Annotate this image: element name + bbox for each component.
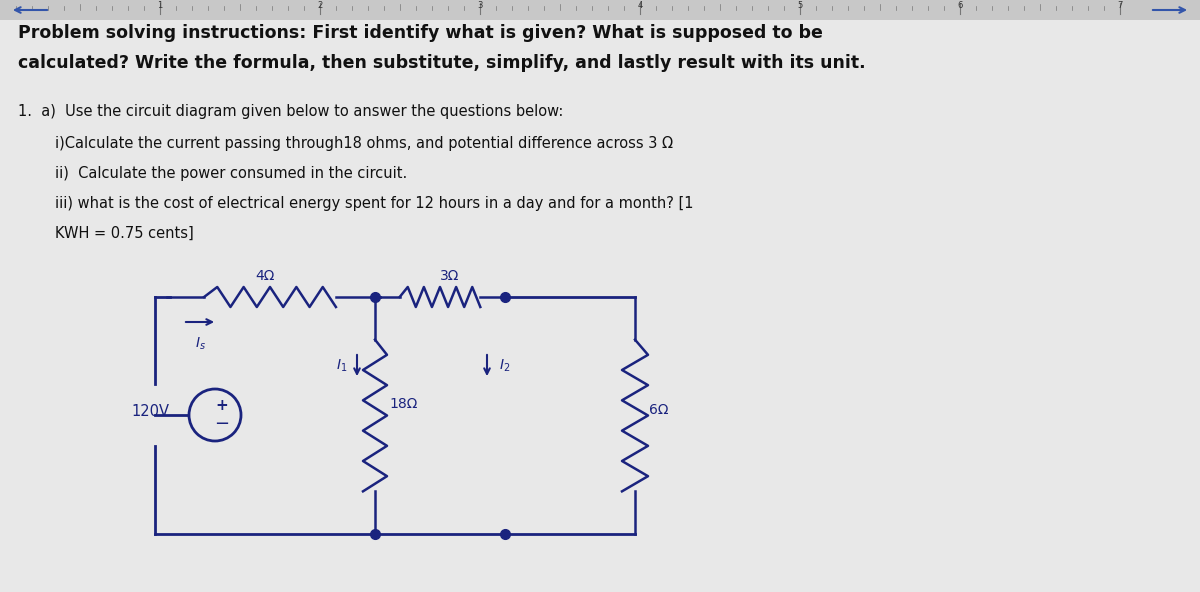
Text: 2: 2 — [317, 1, 323, 10]
Text: 1: 1 — [157, 1, 163, 10]
Text: 7: 7 — [1117, 1, 1123, 10]
Text: 6: 6 — [958, 1, 962, 10]
Bar — [0, 0, 1200, 20]
Text: +: + — [216, 398, 228, 413]
Text: 1.  a)  Use the circuit diagram given below to answer the questions below:: 1. a) Use the circuit diagram given belo… — [18, 104, 563, 119]
Text: −: − — [215, 415, 229, 433]
Text: 3: 3 — [478, 1, 482, 10]
Text: 4: 4 — [637, 1, 643, 10]
Text: 4Ω: 4Ω — [256, 269, 275, 283]
Text: 5: 5 — [797, 1, 803, 10]
Text: ii)  Calculate the power consumed in the circuit.: ii) Calculate the power consumed in the … — [18, 166, 407, 181]
Text: $\mathit{I_1}$: $\mathit{I_1}$ — [336, 358, 347, 374]
Text: 120V: 120V — [131, 404, 169, 420]
Text: KWH = 0.75 cents]: KWH = 0.75 cents] — [18, 226, 193, 241]
Text: i)Calculate the current passing through18 ohms, and potential difference across : i)Calculate the current passing through1… — [18, 136, 673, 151]
Text: 6Ω: 6Ω — [649, 404, 668, 417]
Text: calculated? Write the formula, then substitute, simplify, and lastly result with: calculated? Write the formula, then subs… — [18, 54, 865, 72]
Text: 18Ω: 18Ω — [389, 397, 418, 410]
Text: iii) what is the cost of electrical energy spent for 12 hours in a day and for a: iii) what is the cost of electrical ener… — [18, 196, 694, 211]
Text: $\mathit{I_2}$: $\mathit{I_2}$ — [499, 358, 510, 374]
Text: Problem solving instructions: First identify what is given? What is supposed to : Problem solving instructions: First iden… — [18, 24, 823, 42]
Text: $\mathit{I_s}$: $\mathit{I_s}$ — [194, 336, 205, 352]
Text: 3Ω: 3Ω — [440, 269, 460, 283]
